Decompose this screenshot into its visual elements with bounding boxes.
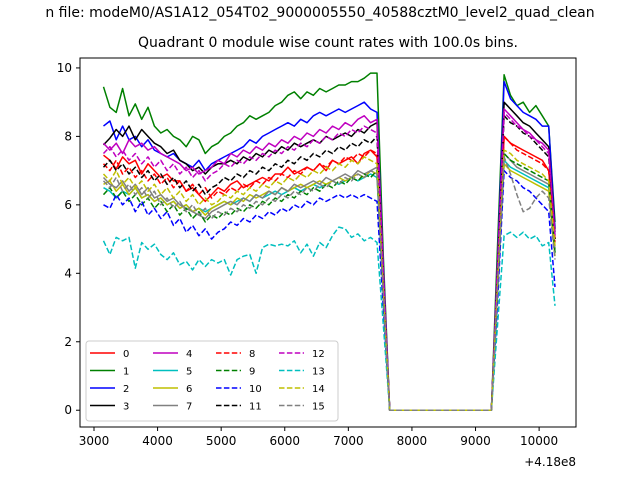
x-tick-label: 8000 <box>397 434 428 448</box>
series-line-9 <box>102 152 556 411</box>
legend-label-15: 15 <box>312 402 325 413</box>
y-tick-label: 4 <box>64 266 72 280</box>
legend-label-12: 12 <box>312 349 325 360</box>
x-tick-label: 4000 <box>142 434 173 448</box>
x-tick-label: 6000 <box>269 434 300 448</box>
legend-label-5: 5 <box>186 367 192 378</box>
legend-label-14: 14 <box>312 384 325 395</box>
legend-label-9: 9 <box>249 367 255 378</box>
series-line-14 <box>102 149 556 411</box>
legend-label-8: 8 <box>249 349 255 360</box>
legend-label-2: 2 <box>123 384 129 395</box>
legend-label-10: 10 <box>249 384 262 395</box>
series-line-8 <box>102 135 556 411</box>
x-offset-label: +4.18e8 <box>524 455 576 469</box>
legend-label-7: 7 <box>186 402 192 413</box>
y-tick-label: 8 <box>64 129 72 143</box>
legend-label-4: 4 <box>186 349 192 360</box>
legend-label-13: 13 <box>312 367 325 378</box>
legend-label-1: 1 <box>123 367 129 378</box>
y-tick-label: 6 <box>64 198 72 212</box>
legend-label-6: 6 <box>186 384 192 395</box>
x-tick-label: 10000 <box>520 434 558 448</box>
legend-label-11: 11 <box>249 402 262 413</box>
x-tick-label: 7000 <box>333 434 364 448</box>
legend-label-3: 3 <box>123 402 129 413</box>
figure-suptitle: n file: modeM0/AS1A12_054T02_9000005550_… <box>0 5 640 21</box>
y-tick-label: 0 <box>64 403 72 417</box>
suptitle-text: n file: modeM0/AS1A12_054T02_9000005550_… <box>45 5 595 21</box>
x-tick-label: 3000 <box>79 434 110 448</box>
series-layer <box>102 72 556 411</box>
y-tick-label: 2 <box>64 335 72 349</box>
legend-frame <box>85 340 339 422</box>
series-line-15 <box>102 156 556 411</box>
x-tick-label: 9000 <box>460 434 491 448</box>
chart-title: Quadrant 0 module wise count rates with … <box>138 35 518 51</box>
x-tick-label: 5000 <box>206 434 237 448</box>
plot-frame <box>79 57 577 428</box>
y-tick-label: 10 <box>57 61 72 75</box>
legend-label-0: 0 <box>123 349 129 360</box>
